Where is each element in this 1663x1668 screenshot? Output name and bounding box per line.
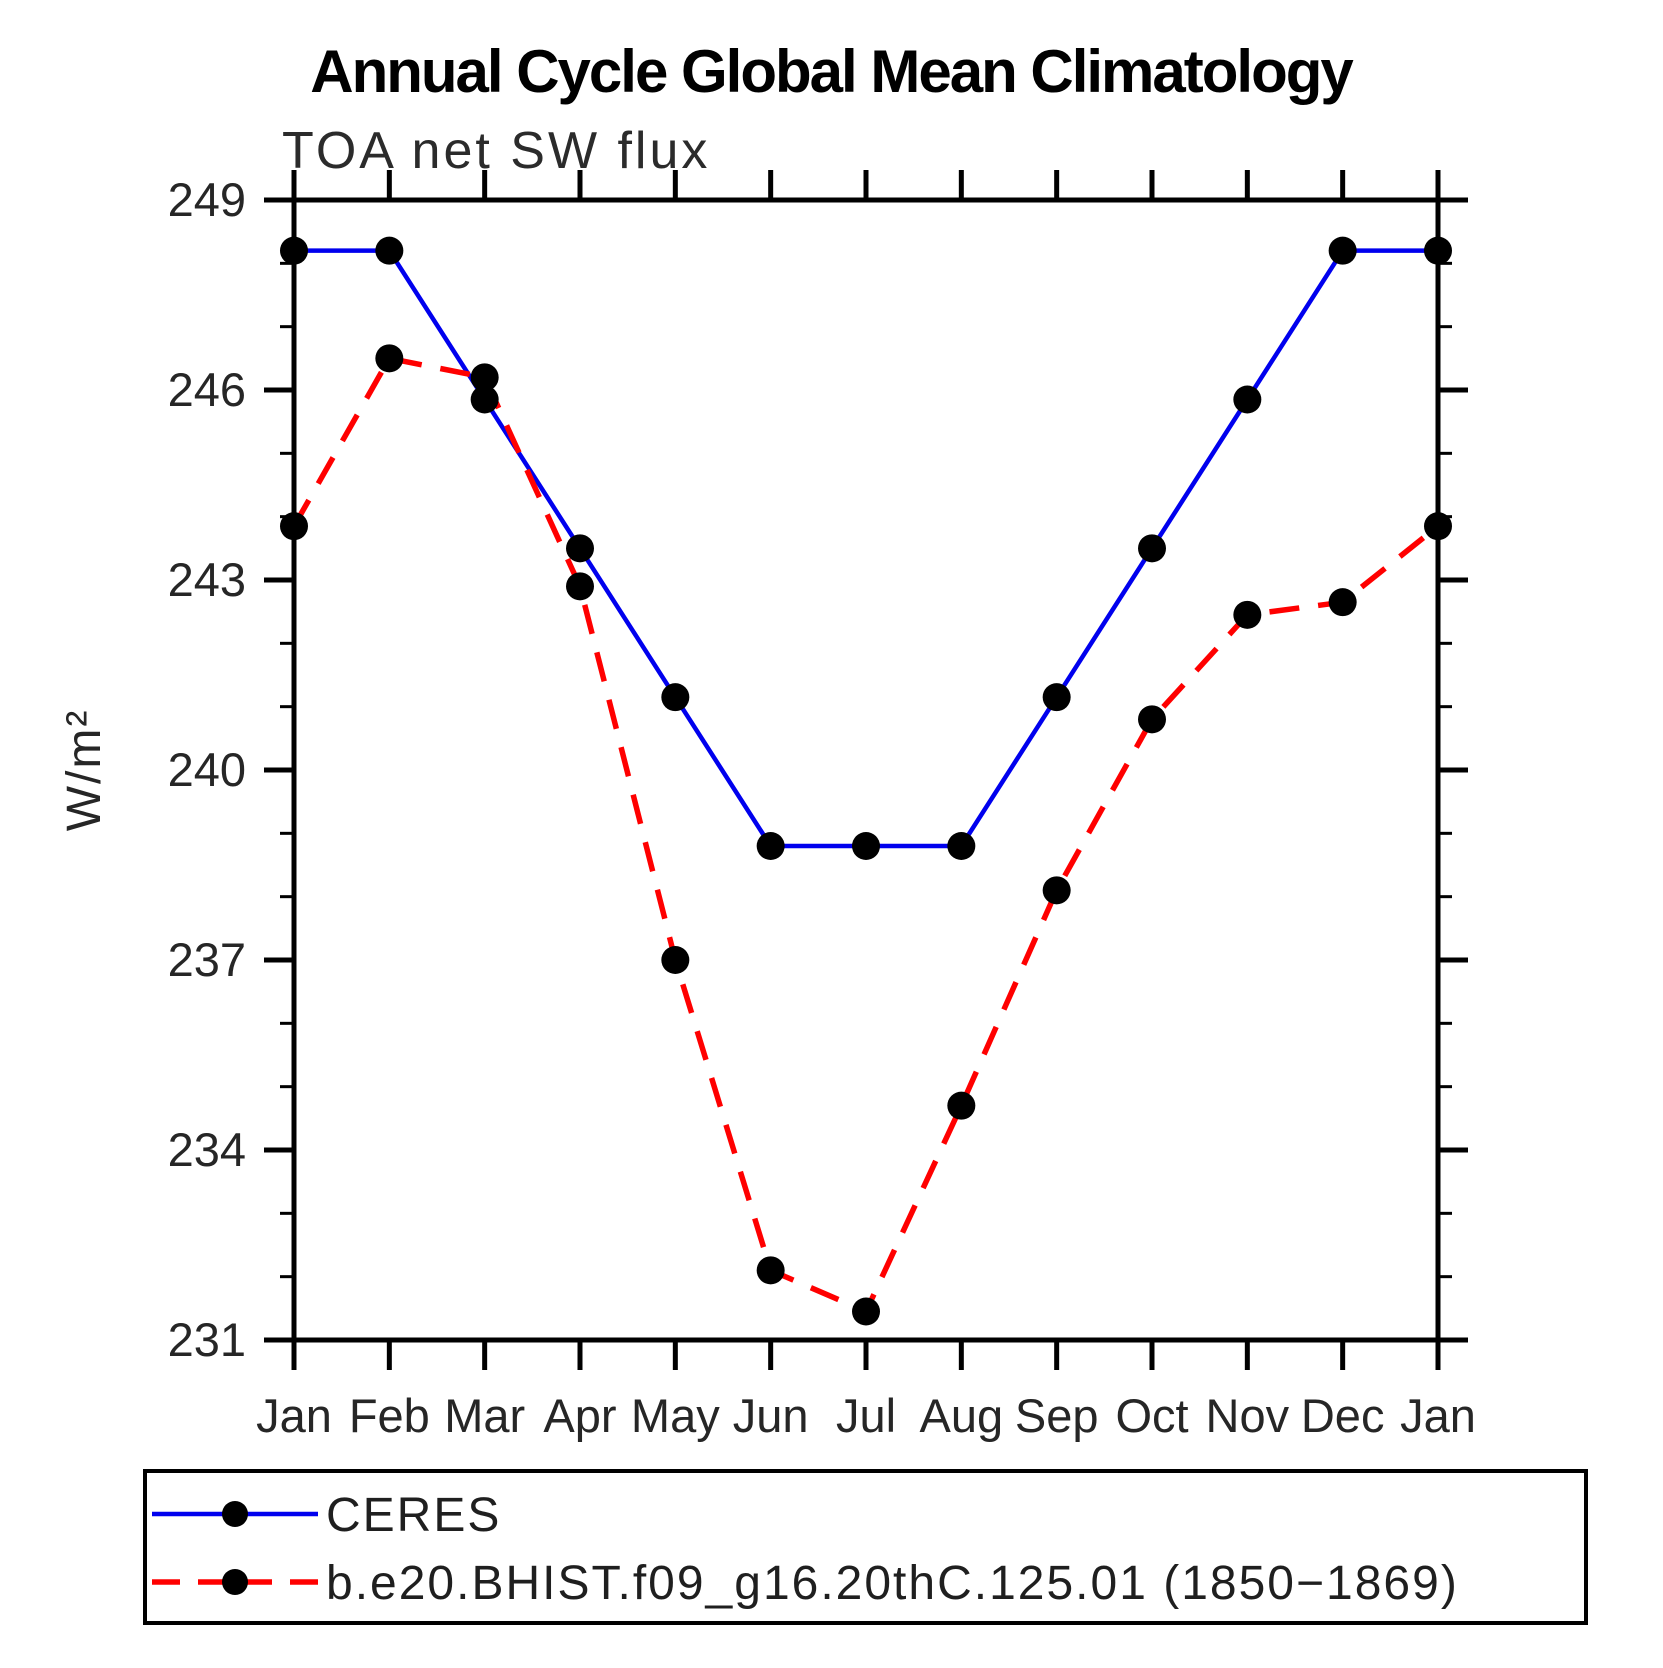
- data-point-marker: [566, 534, 594, 563]
- x-tick-label: Feb: [349, 1389, 430, 1442]
- plot-area: Jan Feb Mar Apr May Jun Jul Aug Sep Oct Nov Dec Jan2…: [168, 170, 1476, 1442]
- data-point-marker: [1328, 236, 1357, 265]
- legend-label-ceres: CERES: [326, 1489, 501, 1542]
- data-point-marker: [1138, 705, 1166, 734]
- legend-marker-model: [222, 1569, 248, 1595]
- data-point-marker: [852, 832, 880, 860]
- legend-marker-ceres: [222, 1501, 248, 1527]
- x-tick-label: Sep: [1015, 1389, 1099, 1442]
- y-tick-label: 234: [168, 1123, 246, 1176]
- x-tick-label: Jan: [1400, 1389, 1476, 1442]
- series-line-ceres: [294, 248, 1438, 849]
- data-point-marker: [756, 1256, 785, 1285]
- data-point-marker: [1424, 512, 1452, 541]
- y-tick-label: 246: [168, 363, 246, 416]
- data-point-marker: [661, 946, 690, 974]
- data-point-marker: [470, 363, 499, 392]
- data-point-marker: [1042, 683, 1071, 712]
- chart-subtitle: TOA net SW flux: [282, 122, 710, 180]
- legend-label-model: b.e20.BHIST.f09_g16.20thC.125.01 (1850−1…: [326, 1557, 1459, 1610]
- y-tick-label: 231: [168, 1313, 246, 1366]
- data-point-marker: [280, 512, 308, 541]
- x-tick-label: Aug: [920, 1389, 1004, 1442]
- data-point-marker: [1233, 600, 1262, 629]
- data-point-marker: [947, 1091, 976, 1120]
- x-tick-label: Jul: [836, 1389, 896, 1442]
- data-point-marker: [1233, 385, 1262, 414]
- x-tick-label: Dec: [1301, 1389, 1385, 1442]
- data-point-marker: [947, 832, 976, 860]
- data-point-marker: [1138, 534, 1166, 563]
- data-point-marker: [375, 236, 404, 265]
- data-point-marker: [852, 1297, 880, 1326]
- data-point-marker: [280, 236, 308, 265]
- data-point-marker: [1042, 876, 1071, 905]
- x-tick-label: Jun: [733, 1389, 809, 1442]
- legend: CERES b.e20.BHIST.f09_g16.20thC.125.01 (…: [143, 1469, 1588, 1625]
- y-tick-label: 237: [168, 933, 246, 986]
- page-title: Annual Cycle Global Mean Climatology: [310, 38, 1354, 105]
- y-tick-label: 243: [168, 553, 246, 606]
- data-point-marker: [566, 572, 594, 601]
- y-tick-label: 240: [168, 743, 246, 796]
- data-point-marker: [661, 683, 690, 712]
- x-tick-label: Jan: [256, 1389, 332, 1442]
- data-point-marker: [1424, 236, 1452, 265]
- x-tick-label: May: [631, 1389, 720, 1442]
- y-tick-label: 249: [168, 173, 246, 226]
- legend-box: [143, 1469, 1588, 1625]
- data-point-marker: [470, 385, 499, 414]
- x-tick-label: Nov: [1206, 1389, 1290, 1442]
- data-point-marker: [1328, 588, 1357, 617]
- x-tick-label: Oct: [1115, 1389, 1188, 1442]
- data-point-marker: [375, 344, 404, 373]
- x-tick-label: Apr: [543, 1389, 616, 1442]
- y-axis-label: W/m²: [58, 709, 111, 832]
- x-tick-label: Mar: [444, 1389, 525, 1442]
- data-point-marker: [756, 832, 785, 860]
